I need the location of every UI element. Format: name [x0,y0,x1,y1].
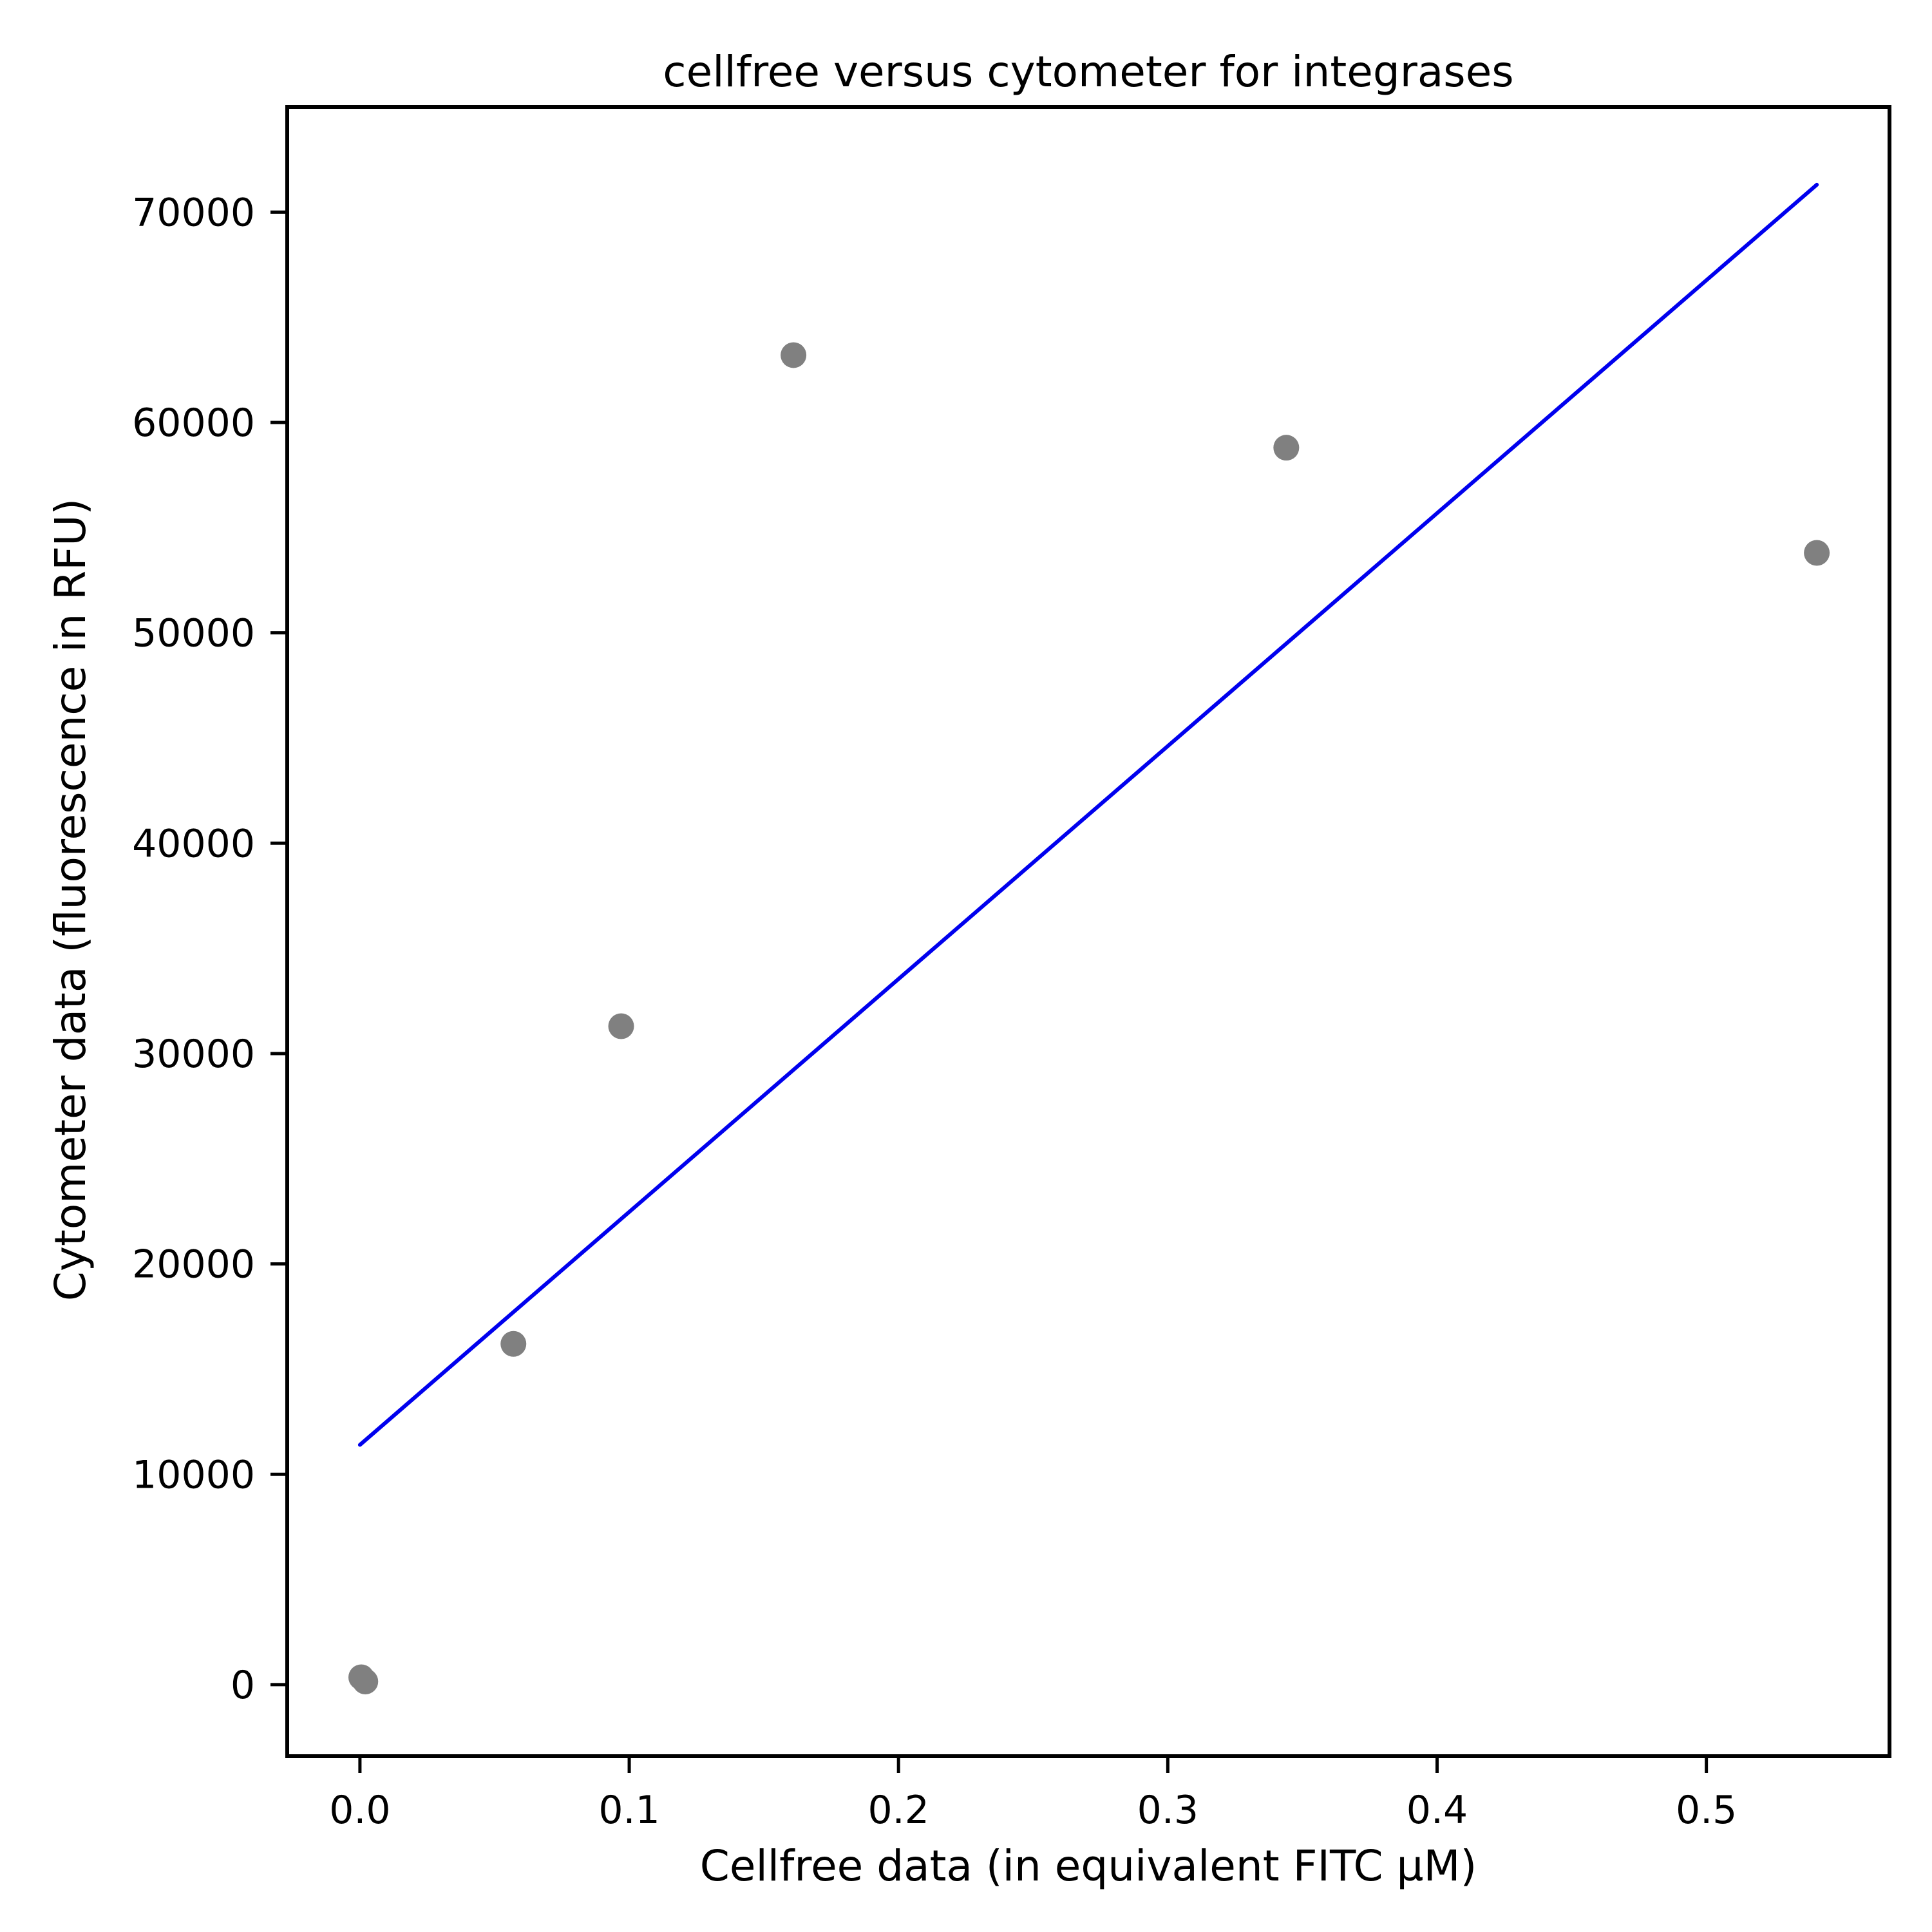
fit-line-layer [357,182,1819,1447]
y-tick-label: 20000 [132,1242,255,1287]
axes-frame [285,105,1891,1758]
x-tick-label: 0.4 [1406,1788,1468,1833]
data-point [352,1669,379,1695]
y-tick-label: 10000 [132,1452,255,1497]
chart-title: cellfree versus cytometer for integrases [663,47,1513,97]
x-tick-label: 0.1 [598,1788,659,1833]
x-axis-label: Cellfree data (in equivalent FITC µM) [700,1841,1477,1891]
fit-line [357,182,1819,1447]
x-tick-label: 0.5 [1676,1788,1737,1833]
y-axis-label: Cytometer data (fluorescence in RFU) [46,498,95,1301]
y-tick-label: 0 [231,1663,255,1708]
data-point [1273,435,1300,461]
data-point [781,342,807,368]
y-tick-label: 70000 [132,190,255,235]
x-tick-label: 0.2 [867,1788,929,1833]
y-tick-label: 40000 [132,821,255,866]
y-tick-label: 60000 [132,401,255,446]
data-point [608,1013,634,1039]
data-point [1804,540,1830,566]
data-point [500,1331,527,1357]
x-tick-label: 0.3 [1137,1788,1198,1833]
y-tick-label: 50000 [132,611,255,656]
y-tick-label: 30000 [132,1032,255,1077]
x-axis-ticks: 0.0 0.1 0.2 0.3 0.4 0.5 [329,1756,1737,1833]
x-tick-label: 0.0 [329,1788,390,1833]
y-axis-ticks: 0 10000 20000 30000 40000 50000 60000 70000 [132,190,287,1708]
data-points-layer [348,342,1830,1695]
